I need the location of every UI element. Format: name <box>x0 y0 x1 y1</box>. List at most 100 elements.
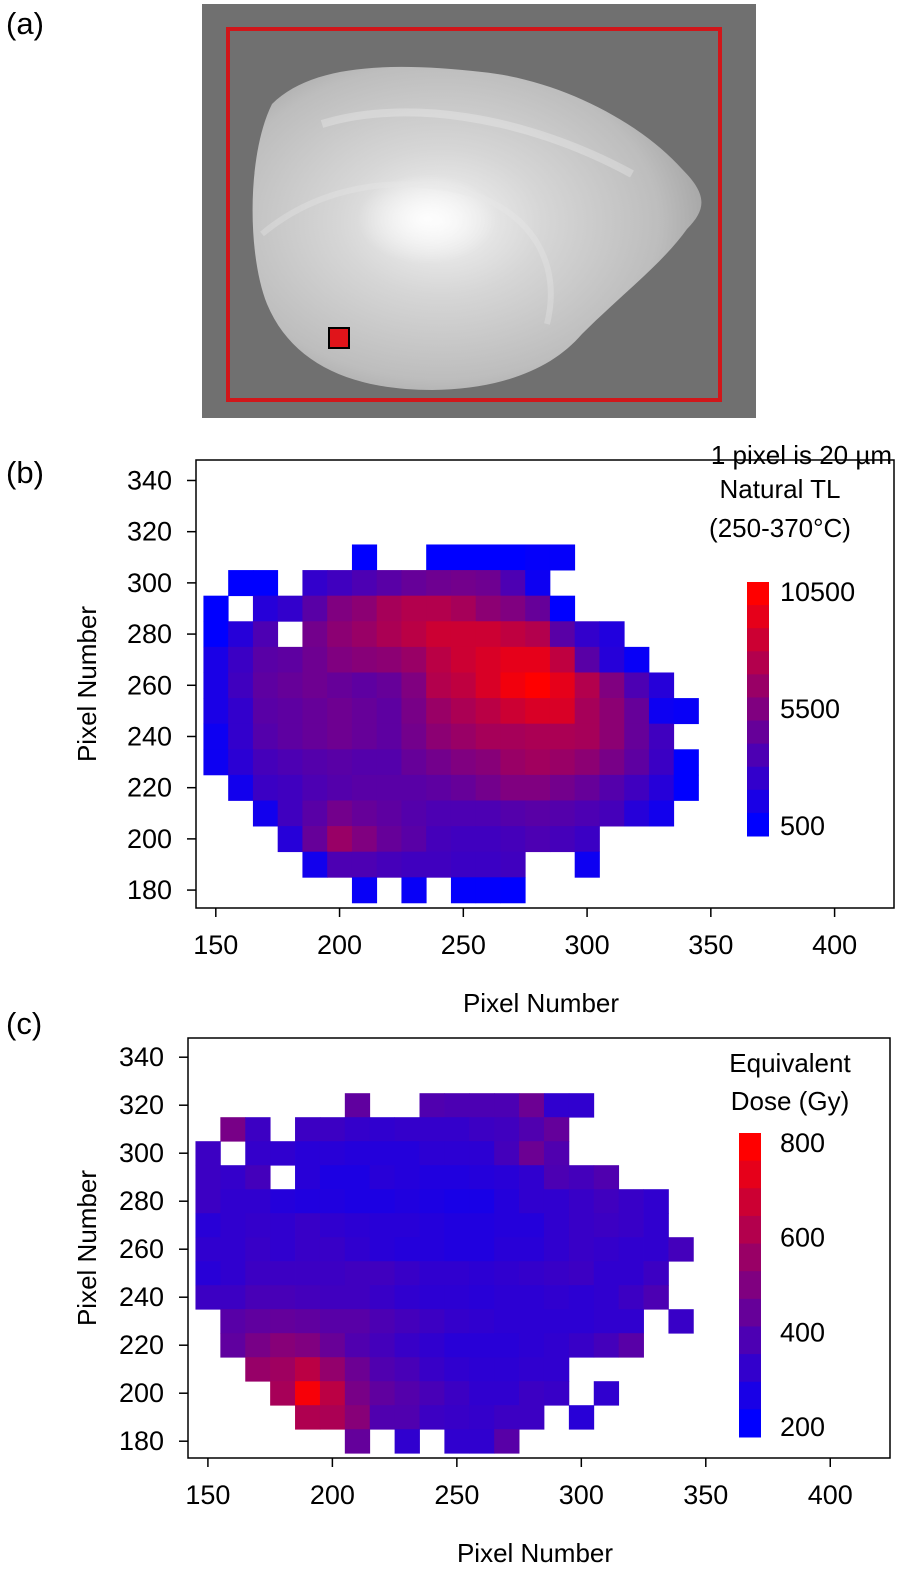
heatmap-cell <box>469 1429 495 1454</box>
colorbar-segment <box>739 1271 761 1300</box>
heatmap-cell <box>599 800 625 827</box>
heatmap-cell <box>574 826 600 853</box>
colorbar-tick-label: 10500 <box>780 577 855 607</box>
heatmap-cell <box>319 1261 346 1286</box>
selection-frame <box>226 27 722 402</box>
heatmap-cell <box>228 774 254 801</box>
heatmap-cell <box>475 672 501 699</box>
heatmap-cell <box>419 1381 445 1406</box>
x-tick-label: 200 <box>310 1480 355 1510</box>
heatmap-cell <box>673 749 699 776</box>
heatmap-cell <box>327 672 353 699</box>
heatmap-cell <box>245 1261 271 1286</box>
heatmap-cell <box>295 1237 321 1262</box>
heatmap-cell <box>525 723 551 750</box>
heatmap-cell <box>369 1381 396 1406</box>
heatmap-cell <box>270 1357 296 1382</box>
heatmap-cell <box>500 698 526 725</box>
heatmap-cell <box>494 1237 520 1262</box>
heatmap-cell <box>494 1117 520 1142</box>
heatmap-cell <box>494 1357 520 1382</box>
heatmap-cell <box>549 621 576 648</box>
heatmap-cell <box>673 698 699 725</box>
heatmap-cell <box>220 1117 246 1142</box>
heatmap-cell <box>245 1237 271 1262</box>
heatmap-cell <box>426 698 452 725</box>
heatmap-cell <box>295 1309 321 1334</box>
heatmap-cell <box>277 826 303 853</box>
heatmap-cell <box>401 646 427 673</box>
heatmap-cell <box>519 1237 545 1262</box>
heatmap-cell <box>369 1333 396 1358</box>
heatmap-cell <box>444 1261 470 1286</box>
heatmap-cell <box>568 1237 595 1262</box>
colorbar-segment <box>739 1326 761 1355</box>
heatmap-cell <box>519 1165 545 1190</box>
heatmap-cell <box>319 1189 346 1214</box>
plot-frame <box>187 1037 891 1459</box>
x-tick-label: 350 <box>688 930 733 960</box>
grain-growth-band <box>260 181 554 325</box>
heatmap-cell <box>475 749 501 776</box>
heatmap-cell <box>543 1237 570 1262</box>
heatmap-cell <box>344 1285 371 1310</box>
heatmap-cell <box>574 723 600 750</box>
heatmap-cell <box>252 723 279 750</box>
heatmap-cell <box>351 621 378 648</box>
heatmap-cell <box>469 1117 495 1142</box>
heatmap-cell <box>419 1285 445 1310</box>
y-tick-label: 180 <box>127 875 172 905</box>
heatmap-cell <box>302 646 328 673</box>
heatmap-cell <box>270 1261 296 1286</box>
y-tick-label: 200 <box>119 1378 164 1408</box>
colorbar-segment <box>739 1354 761 1383</box>
heatmap-cell <box>426 749 452 776</box>
heatmap-cell <box>344 1165 371 1190</box>
panel-label-c: (c) <box>6 1006 43 1041</box>
heatmap-cell <box>426 774 452 801</box>
heatmap-cell <box>376 672 402 699</box>
heatmap-cell <box>574 749 600 776</box>
heatmap-cell <box>549 774 576 801</box>
heatmap-cell <box>568 1261 595 1286</box>
heatmap-cell <box>426 544 452 571</box>
heatmap-cell <box>270 1189 296 1214</box>
heatmap-cell <box>574 774 600 801</box>
heatmap-cell <box>494 1285 520 1310</box>
heatmap-cell <box>469 1405 495 1430</box>
heatmap-cell <box>376 723 402 750</box>
heatmap-cell <box>618 1285 644 1310</box>
heatmap-cell <box>500 723 526 750</box>
heatmap-cell <box>469 1213 495 1238</box>
heatmap-cell <box>195 1285 221 1310</box>
heatmap-cell <box>618 1189 644 1214</box>
heatmap-cell <box>500 621 526 648</box>
heatmap-cell <box>220 1165 246 1190</box>
heatmap-cell <box>549 595 576 622</box>
heatmap-cell <box>593 1213 620 1238</box>
heatmap-cell <box>426 672 452 699</box>
heatmap-cell <box>469 1357 495 1382</box>
heatmap-cell <box>543 1333 570 1358</box>
heatmap-cell <box>574 698 600 725</box>
heatmap-cell <box>643 1189 669 1214</box>
heatmap-cell <box>245 1309 271 1334</box>
heatmap-cell <box>419 1357 445 1382</box>
colorbar-segment <box>739 1160 761 1189</box>
grain-photo-svg <box>202 4 756 418</box>
heatmap-cell <box>228 570 254 597</box>
heatmap-cell <box>228 749 254 776</box>
heatmap-cell <box>475 877 501 904</box>
heatmap-cell <box>351 723 378 750</box>
heatmap-cell <box>351 800 378 827</box>
heatmap-cell <box>344 1141 371 1166</box>
heatmap-cell <box>426 826 452 853</box>
heatmap-cell <box>568 1309 595 1334</box>
heatmap-cell <box>252 698 279 725</box>
colorbar-title-line: (250-370°C) <box>709 513 851 543</box>
heatmap-cell <box>344 1117 371 1142</box>
heatmap-cell <box>295 1333 321 1358</box>
heatmap-cell <box>494 1381 520 1406</box>
heatmap-cell <box>543 1189 570 1214</box>
heatmap-cell <box>394 1381 420 1406</box>
